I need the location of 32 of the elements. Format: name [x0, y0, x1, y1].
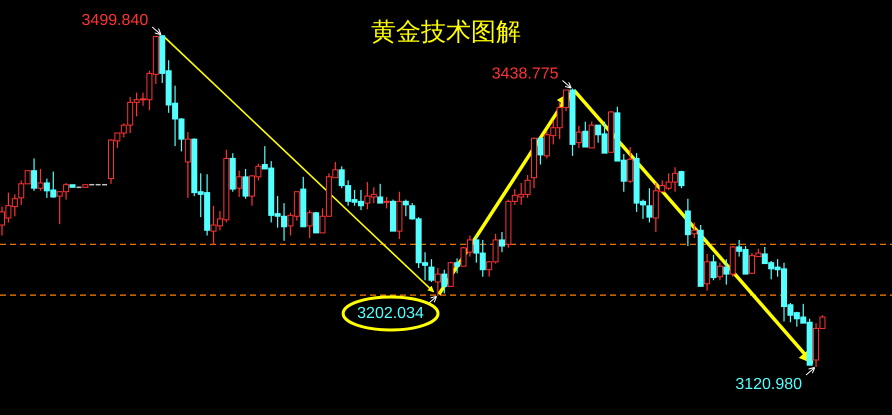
- candlestick: [704, 253, 710, 292]
- candlestick: [684, 198, 691, 247]
- candlestick: [313, 211, 320, 234]
- candlestick: [377, 183, 384, 204]
- candlestick: [441, 269, 448, 294]
- candlestick: [498, 231, 505, 253]
- candlestick: [537, 136, 544, 166]
- candlestick: [31, 158, 38, 192]
- candlestick: [306, 210, 313, 239]
- chart-title: 黄金技术图解: [371, 17, 521, 46]
- candlestick: [723, 258, 730, 286]
- text: 3120.980: [735, 376, 802, 393]
- candlestick: [627, 146, 634, 184]
- candlestick: [454, 258, 460, 274]
- text: 3499.840: [82, 12, 148, 29]
- candlestick: [582, 121, 588, 148]
- candlestick: [448, 261, 454, 287]
- candlestick: [434, 267, 441, 297]
- annotation: 3202.034: [357, 304, 424, 322]
- candlestick: [710, 254, 717, 281]
- candlestick: [236, 170, 242, 198]
- candlestick: [678, 170, 684, 189]
- candlestick: [691, 222, 698, 239]
- annotation: 3438.775: [492, 66, 559, 83]
- candlestick: [384, 196, 390, 209]
- candlestick: [588, 121, 595, 149]
- candlestick: [428, 258, 434, 283]
- candlestick: [576, 125, 582, 149]
- candlestick: [716, 262, 723, 281]
- candlestick: [184, 132, 191, 198]
- candlestick: [37, 168, 44, 192]
- candlestick: [242, 168, 249, 200]
